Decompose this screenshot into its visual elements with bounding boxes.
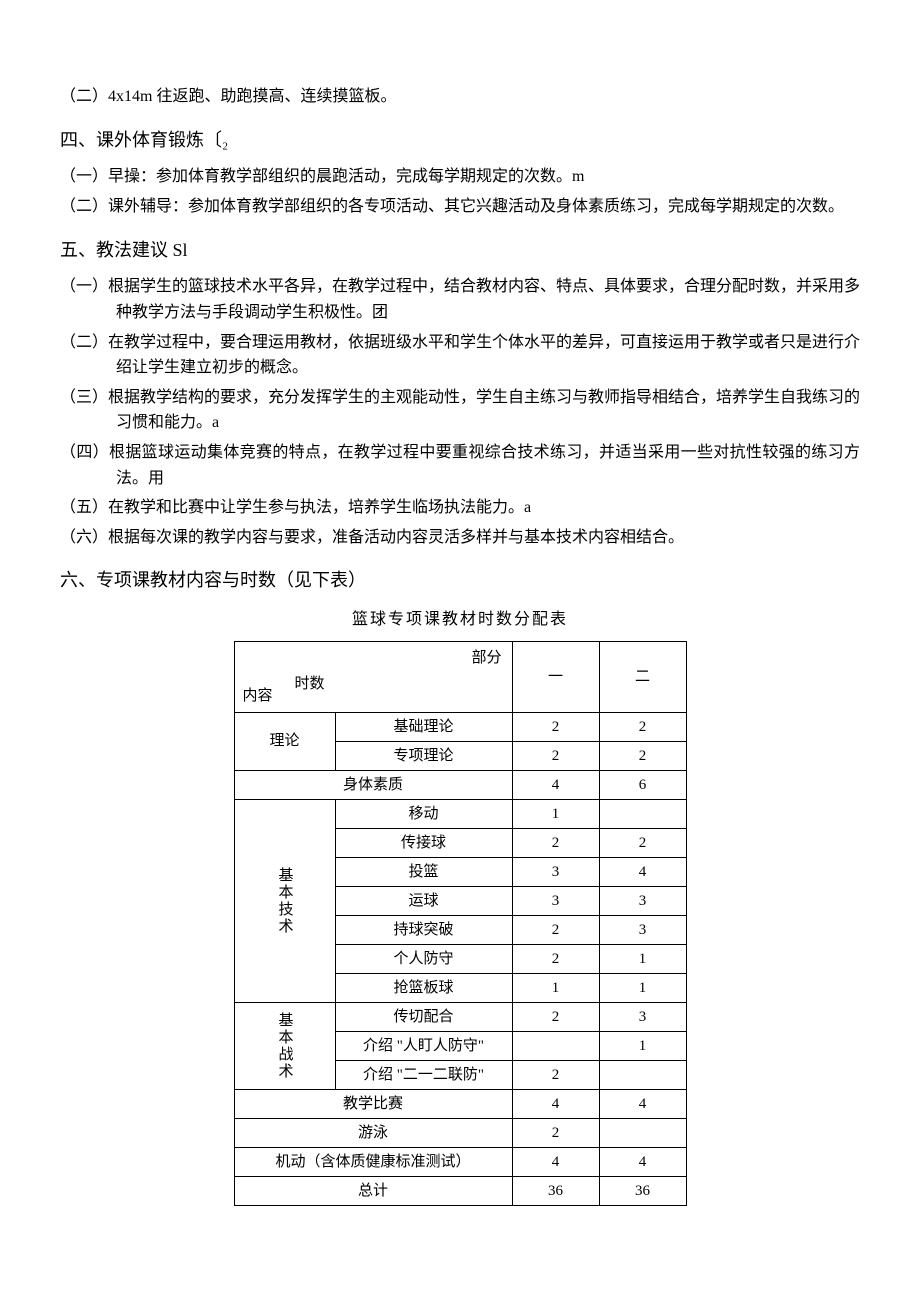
cell-c2: 1 xyxy=(599,1031,686,1060)
cell-c2 xyxy=(599,1118,686,1147)
cell-c1: 3 xyxy=(512,886,599,915)
group-theory: 理论 xyxy=(234,712,335,770)
cell-c2: 4 xyxy=(599,1147,686,1176)
table-row: 总计 36 36 xyxy=(234,1176,686,1205)
cell-label: 介绍 "二一二联防" xyxy=(335,1060,512,1089)
cell-c1: 2 xyxy=(512,944,599,973)
cell-label: 游泳 xyxy=(234,1118,512,1147)
cell-c2: 36 xyxy=(599,1176,686,1205)
item-4-2: （二）课外辅导：参加体育教学部组织的各专项活动、其它兴趣活动及身体素质练习，完成… xyxy=(60,194,860,220)
cell-c1: 2 xyxy=(512,1118,599,1147)
table-row: 游泳 2 xyxy=(234,1118,686,1147)
cell-c1: 36 xyxy=(512,1176,599,1205)
cell-c2 xyxy=(599,799,686,828)
cell-label: 运球 xyxy=(335,886,512,915)
cell-label: 传接球 xyxy=(335,828,512,857)
cell-c2: 3 xyxy=(599,915,686,944)
cell-c2: 2 xyxy=(599,712,686,741)
cell-label: 教学比赛 xyxy=(234,1089,512,1118)
heading-6: 六、专项课教材内容与时数（见下表） xyxy=(60,566,860,595)
cell-c2: 3 xyxy=(599,886,686,915)
table-title: 篮球专项课教材时数分配表 xyxy=(60,607,860,633)
group-tech: 基本技术 xyxy=(234,799,335,1002)
group-tactic: 基本战术 xyxy=(234,1002,335,1089)
cell-c1: 2 xyxy=(512,1002,599,1031)
table-row: 身体素质 4 6 xyxy=(234,770,686,799)
cell-label: 抢篮板球 xyxy=(335,973,512,1002)
item-5-3: （三）根据教学结构的要求，充分发挥学生的主观能动性，学生自主练习与教师指导相结合… xyxy=(60,385,860,436)
table-row: 教学比赛 4 4 xyxy=(234,1089,686,1118)
table-row: 基本技术 移动 1 xyxy=(234,799,686,828)
table-row: 基本战术 传切配合 2 3 xyxy=(234,1002,686,1031)
cell-c1: 1 xyxy=(512,799,599,828)
cell-c2: 4 xyxy=(599,857,686,886)
cell-c2: 2 xyxy=(599,741,686,770)
item-5-6: （六）根据每次课的教学内容与要求，准备活动内容灵活多样并与基本技术内容相结合。 xyxy=(60,525,860,551)
table-row: 理论 基础理论 2 2 xyxy=(234,712,686,741)
cell-c1: 2 xyxy=(512,1060,599,1089)
cell-label: 总计 xyxy=(234,1176,512,1205)
cell-label: 机动（含体质健康标准测试） xyxy=(234,1147,512,1176)
hours-table: 部分 时数 内容 一 二 理论 基础理论 2 2 专项理论 2 2 身体素质 4… xyxy=(234,641,687,1206)
cell-label: 专项理论 xyxy=(335,741,512,770)
hdr-col1: 一 xyxy=(512,641,599,712)
cell-c2: 1 xyxy=(599,944,686,973)
table-row: 机动（含体质健康标准测试） 4 4 xyxy=(234,1147,686,1176)
cell-c1: 2 xyxy=(512,828,599,857)
cell-c1: 4 xyxy=(512,1089,599,1118)
cell-c1: 2 xyxy=(512,741,599,770)
hdr-col2: 二 xyxy=(599,641,686,712)
cell-c1: 3 xyxy=(512,857,599,886)
item-2-2: （二）4x14m 往返跑、助跑摸高、连续摸篮板。 xyxy=(60,84,860,110)
heading-5: 五、教法建议 Sl xyxy=(60,236,860,265)
item-5-1: （一）根据学生的篮球技术水平各异，在教学过程中，结合教材内容、特点、具体要求，合… xyxy=(60,274,860,325)
hdr-hours: 时数 xyxy=(295,672,325,696)
cell-label: 基础理论 xyxy=(335,712,512,741)
item-4-1: （一）早操：参加体育教学部组织的晨跑活动，完成每学期规定的次数。m xyxy=(60,164,860,190)
cell-c2: 2 xyxy=(599,828,686,857)
cell-label: 介绍 "人盯人防守" xyxy=(335,1031,512,1060)
item-5-2: （二）在教学过程中，要合理运用教材，依据班级水平和学生个体水平的差异，可直接运用… xyxy=(60,330,860,381)
heading-4: 四、课外体育锻炼〔₂ xyxy=(60,126,860,155)
cell-c1: 1 xyxy=(512,973,599,1002)
cell-c2: 4 xyxy=(599,1089,686,1118)
cell-label: 移动 xyxy=(335,799,512,828)
cell-c2: 3 xyxy=(599,1002,686,1031)
cell-c1: 2 xyxy=(512,712,599,741)
item-5-4: （四）根据篮球运动集体竞赛的特点，在教学过程中要重视综合技术练习，并适当采用一些… xyxy=(60,440,860,491)
cell-c1: 4 xyxy=(512,1147,599,1176)
cell-c2 xyxy=(599,1060,686,1089)
cell-c1: 4 xyxy=(512,770,599,799)
hdr-content: 内容 xyxy=(243,684,273,708)
item-5-5: （五）在教学和比赛中让学生参与执法，培养学生临场执法能力。a xyxy=(60,495,860,521)
header-diagonal: 部分 时数 内容 xyxy=(234,641,512,712)
hdr-part: 部分 xyxy=(471,646,501,670)
cell-c2: 6 xyxy=(599,770,686,799)
cell-label: 个人防守 xyxy=(335,944,512,973)
cell-label: 投篮 xyxy=(335,857,512,886)
cell-c2: 1 xyxy=(599,973,686,1002)
cell-label: 身体素质 xyxy=(234,770,512,799)
cell-c1 xyxy=(512,1031,599,1060)
cell-label: 持球突破 xyxy=(335,915,512,944)
cell-c1: 2 xyxy=(512,915,599,944)
cell-label: 传切配合 xyxy=(335,1002,512,1031)
